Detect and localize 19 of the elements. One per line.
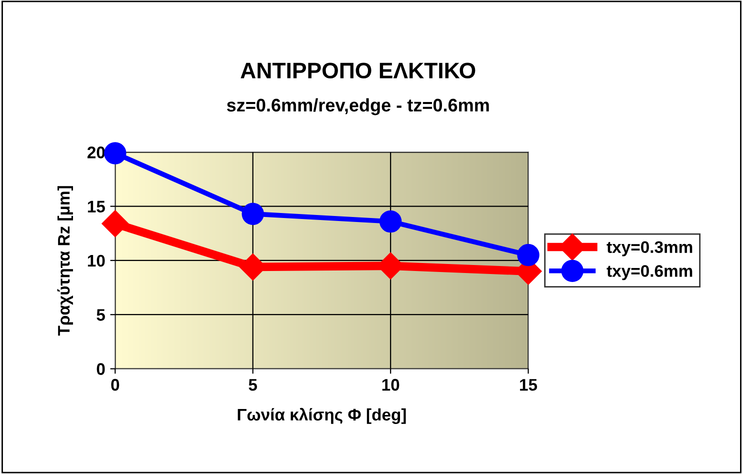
- x-tick-label: 0: [111, 378, 120, 391]
- y-tick-label: 5: [96, 309, 105, 321]
- x-tick-label: 5: [248, 379, 258, 391]
- point: [517, 244, 540, 266]
- x-axis-title: Γωνία κλίσης Φ [deg]: [238, 408, 406, 424]
- point: [379, 210, 402, 233]
- chart-title: ΑΝΤΙΡΡΟΠΟ ΕΛΚΤΙΚΟ: [240, 62, 476, 78]
- chart-subtitle: sz=0.6mm/rev,edge - tz=0.6mm: [226, 98, 489, 116]
- legend-label: txy=0.6mm: [606, 265, 692, 280]
- x-tick-label: 15: [520, 379, 538, 391]
- point: [242, 202, 264, 225]
- y-tick-label: 10: [88, 254, 105, 267]
- y-axis-title: Τραχύτητα Rz [μm]: [57, 186, 74, 336]
- x-tick-label: 10: [382, 378, 400, 391]
- y-tick-label: 15: [88, 200, 105, 213]
- y-tick-label: 0: [96, 363, 105, 375]
- point: [104, 142, 126, 164]
- legend-label: txy=0.3mm: [606, 241, 692, 256]
- y-tick-label: 20: [87, 146, 105, 158]
